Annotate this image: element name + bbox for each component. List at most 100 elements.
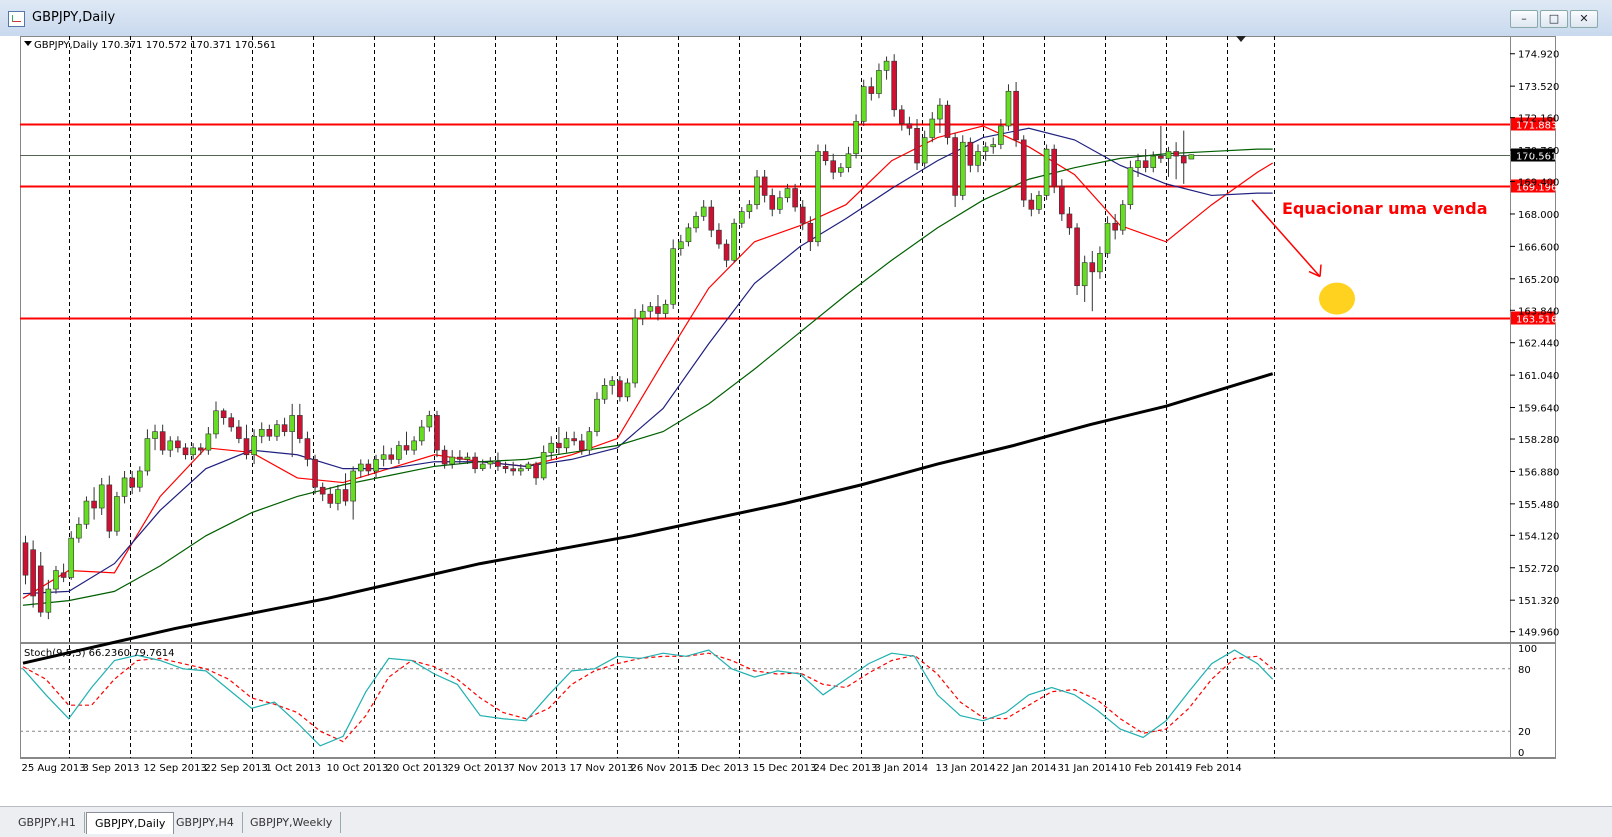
chart-background	[20, 36, 1556, 806]
bear-candle	[327, 493, 334, 504]
bear-candle	[129, 477, 135, 488]
bull-candle	[98, 484, 105, 509]
bull-candle	[251, 435, 257, 456]
bull-candle	[662, 303, 669, 314]
bull-candle	[411, 440, 417, 451]
bear-candle	[182, 447, 189, 456]
bull-candle	[205, 433, 212, 451]
tab-gbpjpy-h4[interactable]: GBPJPY,H4	[168, 812, 243, 833]
bear-candle	[822, 151, 829, 162]
bull-candle	[746, 204, 753, 212]
bull-candle	[418, 426, 425, 442]
bear-candle	[220, 410, 227, 419]
bull-candle	[815, 151, 821, 243]
bull-candle	[639, 310, 646, 319]
minimize-button[interactable]: –	[1510, 10, 1538, 28]
y-tick-label: 172.160	[1518, 114, 1559, 125]
bear-candle	[1180, 155, 1187, 164]
bull-candle	[609, 380, 616, 386]
bear-candle	[868, 86, 875, 94]
chart-area[interactable]: 171.883 169.196 163.516 170.561 174.920 173.…	[0, 36, 1612, 806]
bull-candle	[632, 317, 638, 384]
annotation-arrow	[1251, 199, 1321, 278]
bull-candle	[929, 118, 936, 138]
bull-candle	[784, 188, 791, 199]
x-tick-label: 12 Sep 2013	[144, 763, 207, 774]
x-tick-label: 15 Dec 2013	[753, 763, 817, 774]
bull-candle	[114, 496, 120, 532]
x-tick-label: 31 Jan 2014	[1058, 763, 1118, 774]
stoch-level-label: 80	[1518, 665, 1531, 676]
ma-mid-line	[22, 127, 1273, 595]
bull-candle	[647, 306, 654, 312]
header-triangle-icon	[24, 41, 32, 46]
bull-candle	[731, 222, 737, 261]
bear-candle	[22, 542, 29, 576]
bear-candle	[175, 440, 181, 449]
level-price-tag	[1511, 179, 1555, 193]
y-tick-label: 166.600	[1518, 242, 1559, 253]
bear-candle	[1051, 148, 1057, 187]
tab-gbpjpy-daily[interactable]: GBPJPY,Daily	[86, 812, 175, 834]
y-tick-label: 174.920	[1518, 50, 1559, 61]
bear-candle	[472, 456, 478, 469]
x-tick-label: 5 Dec 2013	[692, 763, 750, 774]
bear-candle	[533, 463, 539, 479]
bull-candle	[152, 431, 158, 439]
bear-candle	[37, 565, 44, 613]
arrowhead-icon	[1308, 264, 1322, 278]
bull-candle	[213, 410, 219, 435]
bull-candle	[982, 146, 989, 152]
stoch-pane-border	[20, 643, 1556, 758]
shift-marker-icon	[1236, 36, 1246, 42]
bear-candle	[1173, 151, 1179, 157]
bear-candle	[1028, 199, 1035, 210]
bull-candle	[586, 431, 593, 451]
bull-candle	[1119, 204, 1126, 231]
y-tick-label: 170.760	[1518, 146, 1559, 157]
bull-candle	[83, 500, 90, 525]
bull-candle	[860, 86, 867, 122]
bear-candle	[388, 454, 395, 460]
close-button[interactable]: ✕	[1570, 10, 1598, 28]
main-pane-border	[20, 36, 1556, 643]
bear-candle	[944, 104, 951, 138]
stoch-signal-line	[22, 652, 1274, 743]
restore-button[interactable]: □	[1540, 10, 1568, 28]
candlestick-chart[interactable]: 171.883 169.196 163.516 170.561 174.920 173.…	[0, 36, 1612, 806]
x-tick-label: 24 Dec 2013	[814, 763, 878, 774]
ma-fast-line	[22, 125, 1273, 599]
window-titlebar: GBPJPY,Daily – □ ✕	[0, 0, 1612, 37]
x-tick-label: 20 Oct 2013	[387, 763, 449, 774]
bear-candle	[1158, 155, 1164, 159]
bull-candle	[274, 424, 280, 437]
tab-gbpjpy-weekly[interactable]: GBPJPY,Weekly	[242, 812, 342, 833]
stochastic-pane: 100 80 20 0	[20, 644, 1537, 759]
tab-gbpjpy-h1[interactable]: GBPJPY,H1	[10, 812, 85, 833]
bull-candle	[685, 227, 692, 243]
bull-candle	[883, 60, 890, 71]
bear-candle	[319, 486, 326, 495]
y-tick-label: 152.720	[1518, 564, 1559, 575]
x-tick-label: 3 Jan 2014	[875, 763, 929, 774]
bear-candle	[1112, 222, 1118, 231]
stoch-level-label: 0	[1518, 748, 1524, 759]
annotation-group: Equacionar uma venda	[1251, 199, 1488, 315]
bear-candle	[1142, 160, 1149, 168]
y-tick-label: 156.880	[1518, 467, 1559, 478]
x-tick-label: 22 Jan 2014	[997, 763, 1057, 774]
y-tick-label: 159.640	[1518, 404, 1559, 415]
bear-candle	[502, 466, 509, 469]
bear-candle	[952, 137, 958, 196]
bull-candle	[624, 382, 631, 398]
bull-candle	[1043, 148, 1050, 196]
stoch-level-label: 20	[1518, 727, 1531, 738]
bull-candle	[380, 454, 387, 460]
bear-candle	[807, 222, 814, 243]
bull-candle	[548, 442, 555, 453]
bear-candle	[1059, 185, 1065, 215]
bear-candle	[342, 489, 349, 502]
bear-candle	[891, 60, 897, 111]
level-price-tag	[1511, 117, 1555, 131]
bull-candle	[373, 459, 379, 472]
